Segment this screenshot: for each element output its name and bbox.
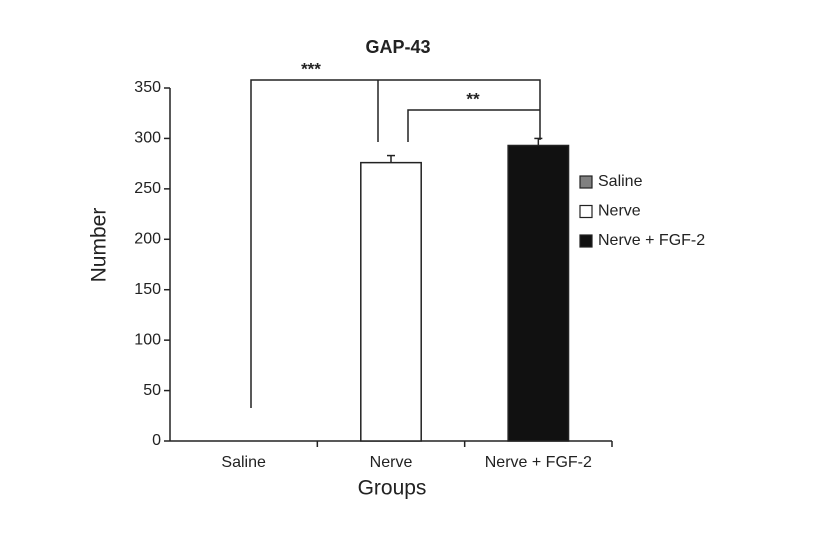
y-tick-label: 100 xyxy=(134,331,161,348)
y-tick-label: 0 xyxy=(152,432,161,449)
legend-swatch xyxy=(579,234,593,248)
y-tick-label: 300 xyxy=(134,130,161,147)
bar xyxy=(360,161,422,442)
x-axis-label: Groups xyxy=(358,477,427,500)
legend-label: Nerve + FGF-2 xyxy=(598,232,705,249)
y-tick-label: 250 xyxy=(134,180,161,197)
y-tick-label: 150 xyxy=(134,281,161,298)
y-tick-label: 350 xyxy=(134,79,161,96)
legend-swatch xyxy=(579,175,593,189)
legend-label: Nerve xyxy=(598,203,641,220)
x-tick-label: Saline xyxy=(221,454,266,471)
x-tick-label: Nerve xyxy=(370,454,413,471)
y-tick-label: 50 xyxy=(143,382,161,399)
annotation: ** xyxy=(466,89,480,108)
annotation: *** xyxy=(301,59,321,78)
bar xyxy=(507,144,570,442)
legend-swatch xyxy=(579,204,593,219)
x-tick-label: Nerve + FGF-2 xyxy=(485,454,592,471)
y-axis-label: Number xyxy=(88,208,111,283)
significance-bracket xyxy=(407,109,540,142)
legend-label: Saline xyxy=(598,173,643,190)
chart-title: GAP-43 xyxy=(365,37,430,57)
y-tick-label: 200 xyxy=(134,231,161,248)
